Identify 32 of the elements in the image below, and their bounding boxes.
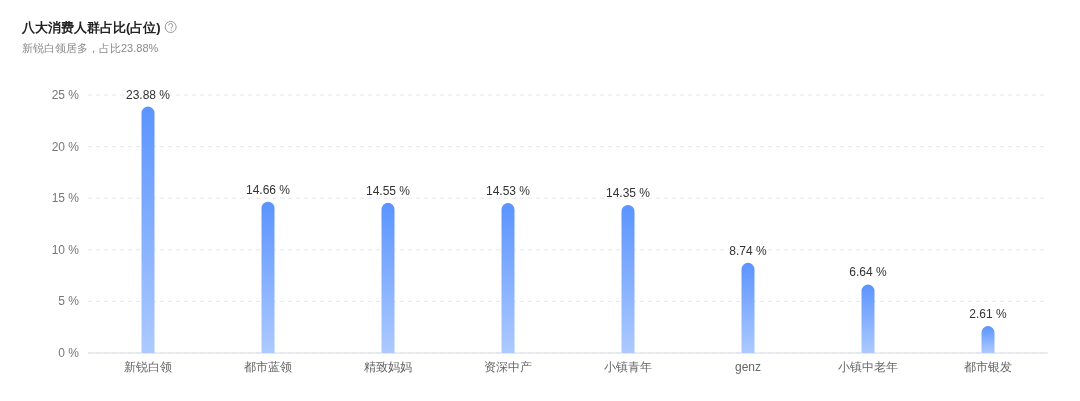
y-tick-label: 10 % — [51, 242, 80, 257]
data-label: 14.53 % — [485, 184, 531, 199]
x-tick-label: 都市蓝领 — [244, 360, 292, 374]
bar — [621, 204, 635, 353]
x-tick-label: 资深中产 — [484, 360, 532, 374]
y-tick-label: 5 % — [58, 294, 80, 309]
bar — [501, 203, 515, 353]
x-tick-label: genz — [734, 360, 762, 374]
data-label: 2.61 % — [969, 307, 1008, 322]
x-tick-label: 新锐白领 — [124, 360, 172, 374]
data-label: 6.64 % — [849, 265, 888, 280]
y-tick-label: 20 % — [51, 139, 80, 154]
data-label: 14.66 % — [245, 182, 291, 197]
x-tick-label: 精致妈妈 — [364, 360, 412, 374]
chart-subtitle: 新锐白领居多，占比23.88% — [22, 42, 159, 54]
y-tick-label: 25 % — [51, 88, 80, 102]
bar — [741, 262, 755, 353]
bar — [261, 201, 275, 353]
y-tick-label: 0 % — [58, 346, 80, 360]
data-label: 14.55 % — [365, 183, 411, 198]
data-label: 14.35 % — [605, 185, 651, 200]
chart-title: 八大消费人群占比(占位) — [21, 20, 161, 35]
bar — [141, 106, 155, 353]
bar — [861, 284, 875, 353]
x-tick-label: 小镇中老年 — [838, 360, 898, 374]
x-tick-label: 小镇青年 — [604, 360, 652, 374]
bar — [981, 326, 995, 353]
data-label: 23.88 % — [125, 87, 171, 102]
x-tick-label: 都市银发 — [964, 360, 1012, 374]
data-label: 8.74 % — [729, 243, 768, 258]
y-tick-label: 15 % — [51, 191, 80, 206]
bar — [381, 202, 395, 353]
